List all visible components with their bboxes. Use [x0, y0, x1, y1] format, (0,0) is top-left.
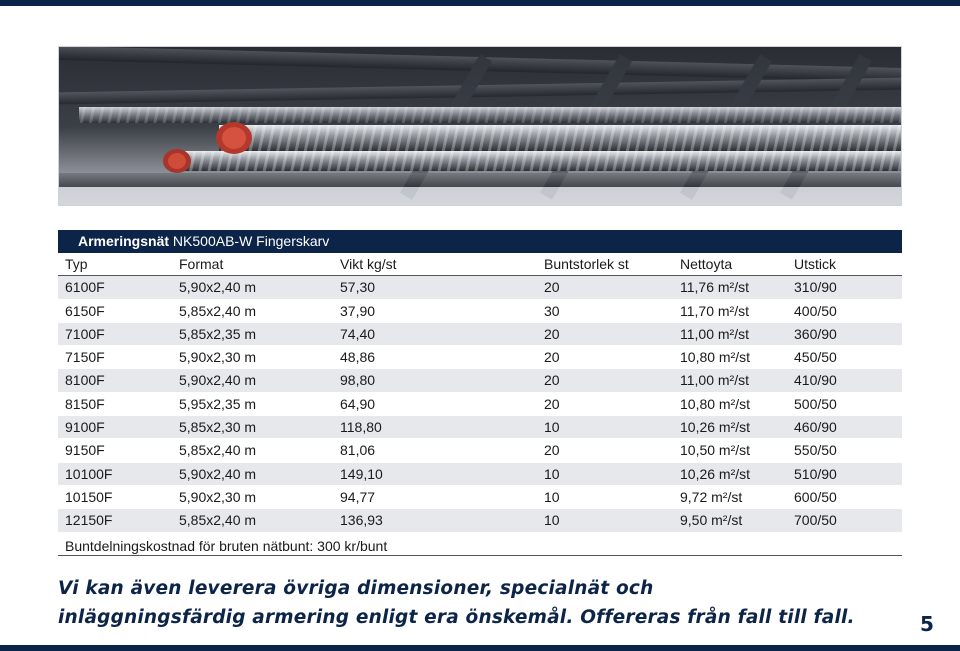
cell-vikt: 74,40 [340, 325, 376, 342]
cell-utstick: 450/50 [794, 349, 837, 366]
cell-buntstorlek: 30 [544, 302, 560, 319]
promo-text: Vi kan även leverera övriga dimensioner,… [58, 574, 858, 632]
cell-utstick: 400/50 [794, 302, 837, 319]
cell-vikt: 98,80 [340, 372, 376, 389]
cell-typ: 10100F [65, 465, 113, 482]
cell-buntstorlek: 20 [544, 442, 560, 459]
table-row: 6150F 5,85x2,40 m 37,90 30 11,70 m²/st 4… [58, 299, 902, 323]
table-row: 7150F 5,90x2,30 m 48,86 20 10,80 m²/st 4… [58, 346, 902, 370]
cell-typ: 8100F [65, 372, 105, 389]
cell-format: 5,90x2,40 m [179, 465, 257, 482]
cell-nettoyta: 11,76 m²/st [680, 279, 749, 296]
cell-vikt: 136,93 [340, 512, 383, 529]
cell-typ: 7150F [65, 349, 105, 366]
header-buntstorlek: Buntstorlek st [544, 256, 629, 272]
table-row: 6100F 5,90x2,40 m 57,30 20 11,76 m²/st 3… [58, 276, 902, 300]
table-header-row: Typ Format Vikt kg/st Buntstorlek st Net… [58, 253, 902, 277]
rebar-photo-illustration [59, 47, 901, 205]
cell-typ: 10150F [65, 488, 113, 505]
cell-typ: 12150F [65, 512, 113, 529]
cell-utstick: 510/90 [794, 465, 837, 482]
promo-line-1: Vi kan även leverera övriga dimensioner,… [58, 578, 654, 599]
cell-typ: 6100F [65, 279, 105, 296]
cell-typ: 8150F [65, 395, 105, 412]
cell-nettoyta: 11,00 m²/st [680, 372, 749, 389]
cell-buntstorlek: 10 [544, 465, 560, 482]
table-row: 10100F 5,90x2,40 m 149,10 10 10,26 m²/st… [58, 462, 902, 486]
cell-buntstorlek: 20 [544, 325, 560, 342]
rebar-photo [58, 46, 902, 206]
cell-utstick: 460/90 [794, 419, 837, 436]
cell-nettoyta: 9,72 m²/st [680, 488, 743, 505]
cell-utstick: 600/50 [794, 488, 837, 505]
cell-format: 5,90x2,40 m [179, 279, 257, 296]
cell-utstick: 310/90 [794, 279, 837, 296]
cell-format: 5,95x2,35 m [179, 395, 257, 412]
cell-buntstorlek: 10 [544, 512, 560, 529]
cell-vikt: 94,77 [340, 488, 376, 505]
cell-vikt: 118,80 [340, 419, 382, 436]
cell-typ: 7100F [65, 325, 105, 342]
bottom-border-bar [0, 645, 960, 651]
table-title: Armeringsnät NK500AB-W Fingerskarv [58, 230, 902, 253]
table-row: 8100F 5,90x2,40 m 98,80 20 11,00 m²/st 4… [58, 369, 902, 393]
header-format: Format [179, 256, 224, 272]
cell-format: 5,90x2,30 m [179, 488, 257, 505]
cell-vikt: 149,10 [340, 465, 383, 482]
cell-nettoyta: 10,26 m²/st [680, 419, 751, 436]
header-vikt: Vikt kg/st [340, 256, 397, 272]
cell-vikt: 37,90 [340, 302, 376, 319]
table-row: 9100F 5,85x2,30 m 118,80 10 10,26 m²/st … [58, 416, 902, 440]
table-row: 8150F 5,95x2,35 m 64,90 20 10,80 m²/st 5… [58, 392, 902, 417]
cell-nettoyta: 10,26 m²/st [680, 465, 751, 482]
cell-format: 5,85x2,40 m [179, 302, 257, 319]
product-table: Armeringsnät NK500AB-W Fingerskarv Typ F… [58, 230, 902, 556]
cell-buntstorlek: 20 [544, 279, 560, 296]
table-footnote: Buntdelningskostnad för bruten nätbunt: … [58, 533, 902, 556]
cell-buntstorlek: 10 [544, 488, 560, 505]
cell-buntstorlek: 20 [544, 395, 560, 412]
cell-utstick: 410/90 [794, 372, 837, 389]
cell-format: 5,85x2,30 m [179, 419, 257, 436]
cell-buntstorlek: 20 [544, 349, 560, 366]
cell-vikt: 81,06 [340, 442, 376, 459]
cell-format: 5,90x2,30 m [179, 349, 257, 366]
cell-nettoyta: 10,50 m²/st [680, 442, 751, 459]
cell-utstick: 550/50 [794, 442, 837, 459]
cell-nettoyta: 11,00 m²/st [680, 325, 749, 342]
table-title-rest: NK500AB-W Fingerskarv [172, 233, 330, 249]
cell-vikt: 64,90 [340, 395, 376, 412]
promo-line-2: inläggningsfärdig armering enligt era ön… [58, 607, 855, 628]
cell-format: 5,85x2,40 m [179, 512, 257, 529]
cell-typ: 9100F [65, 419, 105, 436]
table-row: 10150F 5,90x2,30 m 94,77 10 9,72 m²/st 6… [58, 485, 902, 510]
header-utstick: Utstick [794, 256, 836, 272]
header-typ: Typ [65, 256, 88, 272]
cell-utstick: 700/50 [794, 512, 837, 529]
cell-format: 5,85x2,35 m [179, 325, 257, 342]
header-nettoyta: Nettoyta [680, 256, 733, 272]
table-row: 12150F 5,85x2,40 m 136,93 10 9,50 m²/st … [58, 509, 902, 533]
page-number: 5 [920, 612, 934, 636]
cell-utstick: 360/90 [794, 325, 837, 342]
cell-format: 5,90x2,40 m [179, 372, 257, 389]
cell-nettoyta: 11,70 m²/st [680, 302, 749, 319]
cell-vikt: 48,86 [340, 349, 376, 366]
cell-utstick: 500/50 [794, 395, 837, 412]
cell-nettoyta: 9,50 m²/st [680, 512, 743, 529]
top-border-bar [0, 0, 960, 6]
cell-typ: 6150F [65, 302, 105, 319]
cell-typ: 9150F [65, 442, 105, 459]
cell-nettoyta: 10,80 m²/st [680, 395, 751, 412]
cell-nettoyta: 10,80 m²/st [680, 349, 751, 366]
table-row: 9150F 5,85x2,40 m 81,06 20 10,50 m²/st 5… [58, 439, 902, 463]
cell-buntstorlek: 10 [544, 419, 560, 436]
table-title-bold: Armeringsnät [78, 233, 170, 249]
cell-buntstorlek: 20 [544, 372, 560, 389]
table-row: 7100F 5,85x2,35 m 74,40 20 11,00 m²/st 3… [58, 322, 902, 347]
cell-vikt: 57,30 [340, 279, 376, 296]
cell-format: 5,85x2,40 m [179, 442, 257, 459]
